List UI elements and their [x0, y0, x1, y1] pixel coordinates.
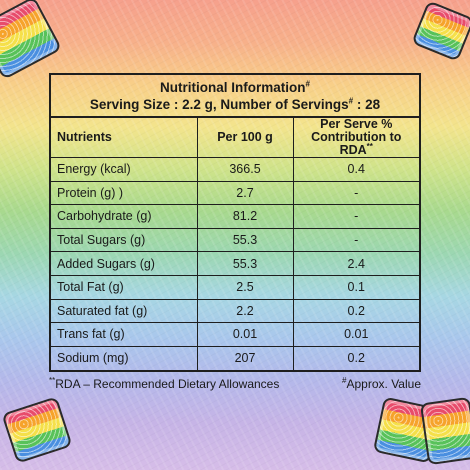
header-per-100g: Per 100 g	[196, 118, 294, 158]
nutrient-name: Sodium (mg)	[51, 345, 198, 370]
rda-value: 0.01	[292, 322, 419, 347]
nutrient-name: Saturated fat (g)	[51, 298, 198, 324]
rda-value: 0.1	[292, 274, 419, 300]
rda-value: -	[292, 180, 419, 206]
table-row: Total Fat (g) 2.5 0.1	[51, 274, 419, 300]
approx-footnote: #Approx. Value	[342, 376, 421, 392]
header-rda: Per Serve % Contribution to RDA**	[292, 118, 419, 158]
nutrient-name: Trans fat (g)	[51, 322, 198, 347]
table-row: Sodium (mg) 207 0.2	[51, 345, 419, 370]
per-100g-value: 55.3	[196, 251, 294, 276]
table-row: Trans fat (g) 0.01 0.01	[51, 322, 419, 347]
rda-value: -	[292, 227, 419, 253]
table-row: Total Sugars (g) 55.3-	[51, 227, 419, 253]
rda-value: 0.4	[292, 157, 419, 182]
nutrition-panel: Nutritional Information# Serving Size : …	[49, 73, 421, 372]
nutrition-table: Nutrients Per 100 g Per Serve % Contribu…	[51, 118, 419, 370]
table-row: Saturated fat (g) 2.2 0.2	[51, 298, 419, 324]
rda-value: -	[292, 204, 419, 229]
per-100g-value: 81.2	[196, 204, 294, 229]
rda-value: 0.2	[292, 345, 419, 370]
per-100g-value: 366.5	[196, 157, 294, 182]
table-row: Carbohydrate (g) 81.2-	[51, 204, 419, 229]
per-100g-value: 2.2	[196, 298, 294, 324]
header-nutrients: Nutrients	[51, 118, 198, 158]
nutrient-name: Total Sugars (g)	[51, 227, 198, 253]
rda-value: 0.2	[292, 298, 419, 324]
footnotes: **RDA – Recommended Dietary Allowances #…	[49, 376, 421, 392]
nutrient-name: Protein (g) )	[51, 180, 198, 206]
table-row: Added Sugars (g) 55.3 2.4	[51, 251, 419, 276]
table-row: Energy (kcal) 366.5 0.4	[51, 157, 419, 182]
nutrient-name: Carbohydrate (g)	[51, 204, 198, 229]
rda-footnote: **RDA – Recommended Dietary Allowances	[49, 376, 280, 392]
panel-header: Nutritional Information# Serving Size : …	[51, 75, 419, 118]
rainbow-candy-image	[419, 396, 470, 466]
nutrient-name: Total Fat (g)	[51, 274, 198, 300]
nutrient-name: Energy (kcal)	[51, 157, 198, 182]
rda-value: 2.4	[292, 251, 419, 276]
per-100g-value: 2.7	[196, 180, 294, 206]
table-row: Protein (g) ) 2.7-	[51, 180, 419, 206]
nutrient-name: Added Sugars (g)	[51, 251, 198, 276]
per-100g-value: 55.3	[196, 227, 294, 253]
serving-info: Serving Size : 2.2 g, Number of Servings…	[89, 96, 381, 112]
per-100g-value: 2.5	[196, 274, 294, 300]
panel-title: Nutritional Information#	[160, 79, 310, 95]
table-header-row: Nutrients Per 100 g Per Serve % Contribu…	[51, 118, 419, 158]
per-100g-value: 207	[196, 345, 294, 370]
per-100g-value: 0.01	[196, 322, 294, 347]
